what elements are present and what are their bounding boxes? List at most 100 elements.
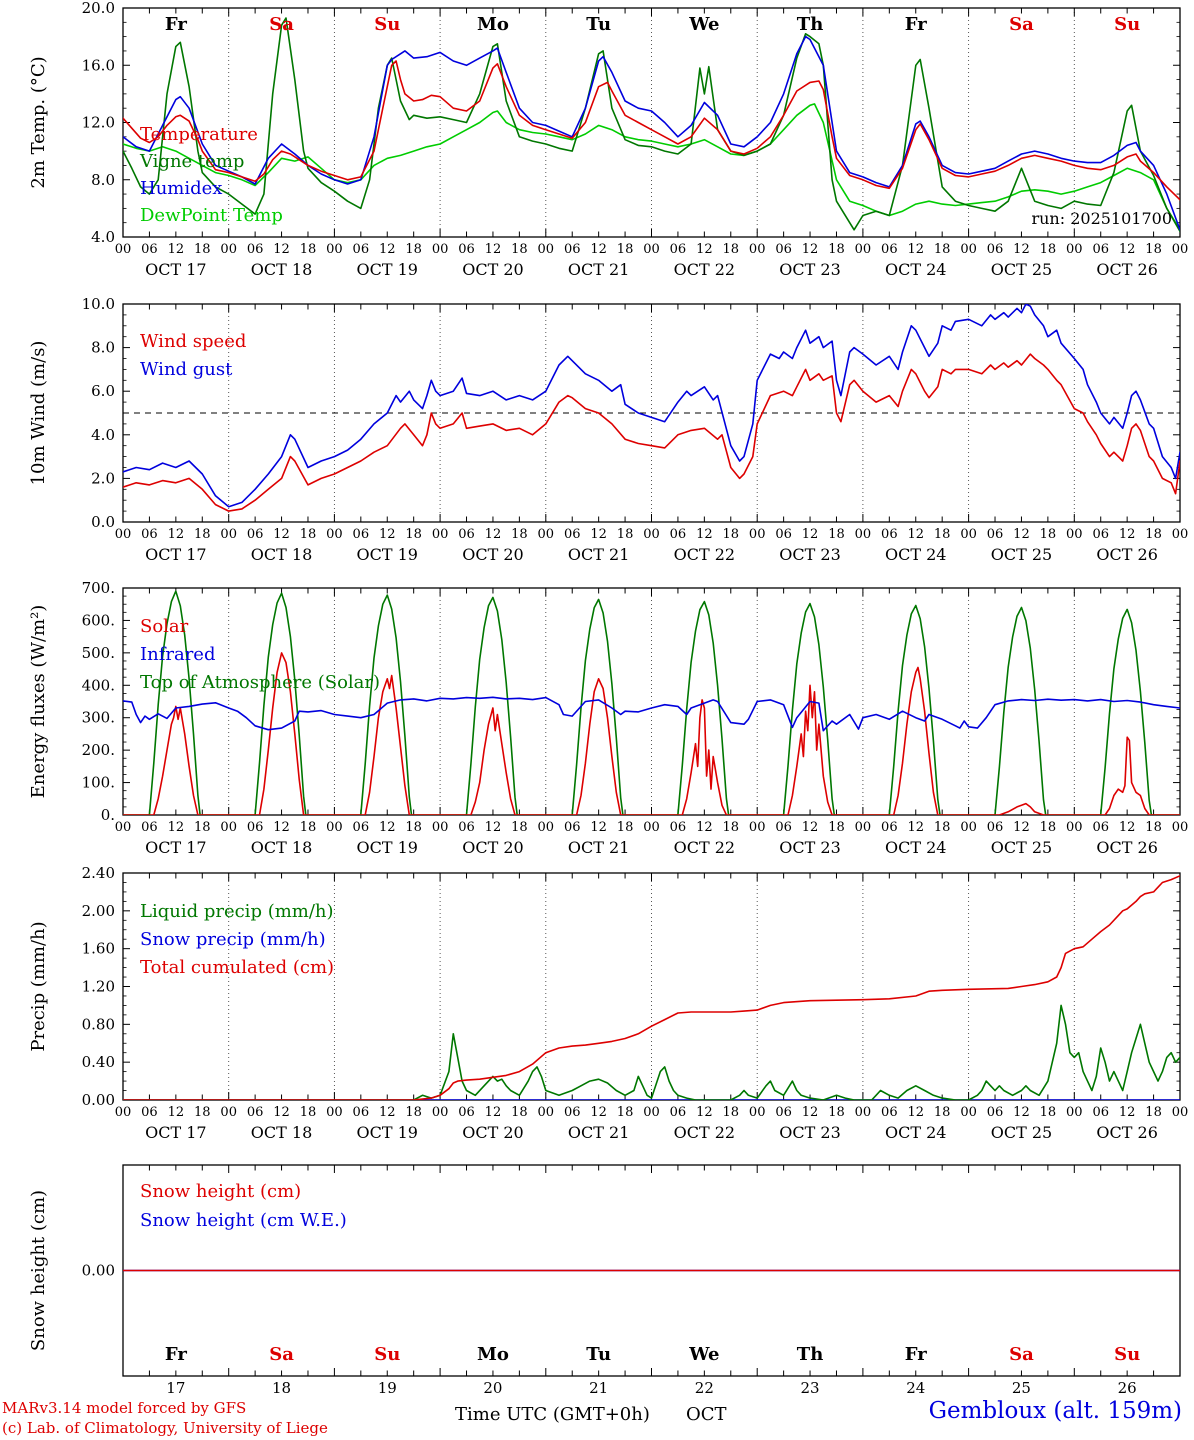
- day-name-label: Th: [797, 14, 823, 35]
- date-label: OCT 23: [779, 260, 840, 279]
- date-label: OCT 21: [568, 545, 629, 564]
- y-tick-label: 0.00: [82, 1262, 115, 1280]
- day-name-label: Su: [1114, 1344, 1140, 1365]
- date-label: OCT 21: [568, 1123, 629, 1142]
- y-axis-title: Energy fluxes (W/m²): [28, 605, 49, 799]
- hour-tick-label: 00: [326, 242, 343, 257]
- hour-tick-label: 00: [855, 242, 872, 257]
- y-tick-label: 0.: [101, 806, 115, 824]
- hour-tick-label: 18: [828, 1105, 845, 1120]
- hour-tick-label: 00: [1172, 1105, 1189, 1120]
- date-number-label: 24: [906, 1379, 925, 1397]
- hour-tick-label: 12: [590, 527, 607, 542]
- hour-tick-label: 06: [353, 242, 370, 257]
- hour-tick-label: 06: [881, 820, 898, 835]
- hour-tick-label: 06: [247, 820, 264, 835]
- hour-tick-label: 12: [379, 527, 396, 542]
- date-label: OCT 23: [779, 1123, 840, 1142]
- hour-tick-label: 12: [1119, 1105, 1136, 1120]
- date-number-label: 17: [166, 1379, 185, 1397]
- y-tick-label: 600.: [82, 611, 115, 629]
- hour-tick-label: 06: [353, 527, 370, 542]
- hour-tick-label: 00: [1066, 820, 1083, 835]
- day-name-label: We: [688, 14, 719, 35]
- series-temperature: [123, 60, 1180, 201]
- panel-snow: 0.00 Snow height (cm) Snow height (cm W.E.…: [28, 1164, 1181, 1397]
- panel-frame: [122, 7, 1181, 238]
- y-tick-label: 0.0: [91, 513, 115, 531]
- date-number-label: 20: [483, 1379, 502, 1397]
- hour-tick-label: 00: [432, 1105, 449, 1120]
- y-tick-label: 1.60: [82, 940, 115, 958]
- hour-tick-label: 18: [617, 820, 634, 835]
- hour-tick-label: 12: [273, 527, 290, 542]
- hour-tick-label: 06: [881, 527, 898, 542]
- hour-tick-label: 06: [775, 820, 792, 835]
- date-label: OCT 22: [674, 838, 735, 857]
- hour-tick-label: 00: [115, 820, 132, 835]
- hour-tick-label: 00: [643, 1105, 660, 1120]
- hour-tick-label: 00: [643, 527, 660, 542]
- series-total-cumulated-cm: [123, 874, 1180, 1100]
- legend-snow-height-cm-w-e: Snow height (cm W.E.): [140, 1210, 347, 1231]
- x-ticks: [122, 8, 1181, 237]
- day-name-label: Mo: [477, 14, 509, 35]
- y-tick-label: 20.0: [82, 0, 115, 17]
- hour-tick-label: 12: [1119, 820, 1136, 835]
- legend-snow-height-cm: Snow height (cm): [140, 1181, 301, 1202]
- hour-tick-label: 12: [1013, 1105, 1030, 1120]
- hour-tick-label: 18: [934, 1105, 951, 1120]
- x-ticks: [122, 304, 1181, 522]
- hour-tick-label: 00: [643, 242, 660, 257]
- y-tick-label: 8.0: [91, 171, 115, 189]
- hour-tick-label: 00: [1172, 242, 1189, 257]
- y-tick-label: 2.40: [82, 864, 115, 882]
- hour-tick-label: 06: [881, 242, 898, 257]
- hour-tick-label: 12: [1119, 527, 1136, 542]
- hour-tick-label: 00: [538, 527, 555, 542]
- hour-tick-label: 12: [802, 527, 819, 542]
- y-tick-label: 10.0: [82, 295, 115, 313]
- legend-liquid-precip-mm-h: Liquid precip (mm/h): [140, 901, 334, 922]
- hour-tick-label: 18: [194, 1105, 211, 1120]
- y-tick-label: 8.0: [91, 339, 115, 357]
- station-label: Gembloux (alt. 159m): [928, 1398, 1182, 1424]
- hour-tick-label: 00: [643, 820, 660, 835]
- y-tick-label: 0.80: [82, 1015, 115, 1033]
- day-name-label: Su: [1114, 14, 1140, 35]
- hour-tick-label: 00: [960, 1105, 977, 1120]
- date-label: OCT 24: [885, 838, 946, 857]
- hour-tick-label: 18: [300, 1105, 317, 1120]
- hour-tick-label: 00: [115, 527, 132, 542]
- hour-tick-label: 18: [723, 242, 740, 257]
- hour-tick-label: 18: [511, 1105, 528, 1120]
- hour-tick-label: 06: [353, 820, 370, 835]
- legend-wind-gust: Wind gust: [140, 359, 233, 380]
- date-label: OCT 21: [568, 260, 629, 279]
- hour-tick-label: 12: [590, 242, 607, 257]
- hour-tick-label: 06: [987, 820, 1004, 835]
- series-top-of-atmosphere-solar: [123, 590, 1180, 815]
- hour-tick-label: 00: [538, 242, 555, 257]
- day-name-label: Th: [797, 1344, 823, 1365]
- y-tick-label: 4.0: [91, 228, 115, 246]
- day-gridlines: [228, 873, 1075, 1100]
- y-axis-title: 10m Wind (m/s): [28, 341, 49, 486]
- date-label: OCT 25: [991, 1123, 1052, 1142]
- hour-tick-label: 06: [987, 242, 1004, 257]
- hour-tick-label: 06: [564, 820, 581, 835]
- hour-tick-label: 06: [1092, 527, 1109, 542]
- hour-tick-label: 06: [141, 1105, 158, 1120]
- series-liquid-precip-mm-h: [123, 1004, 1180, 1100]
- day-name-label: Tu: [586, 1344, 611, 1365]
- hour-tick-label: 12: [168, 820, 185, 835]
- hour-tick-label: 18: [1040, 527, 1057, 542]
- date-label: OCT 19: [357, 838, 418, 857]
- date-label: OCT 17: [145, 260, 206, 279]
- hour-tick-label: 06: [881, 1105, 898, 1120]
- panel-temperature: 4.0 8.0 12.0 16.0 20.0 Temperature Vigne temp H…: [28, 0, 1188, 279]
- hour-tick-label: 12: [802, 242, 819, 257]
- hour-tick-label: 18: [617, 527, 634, 542]
- hour-tick-label: 12: [907, 1105, 924, 1120]
